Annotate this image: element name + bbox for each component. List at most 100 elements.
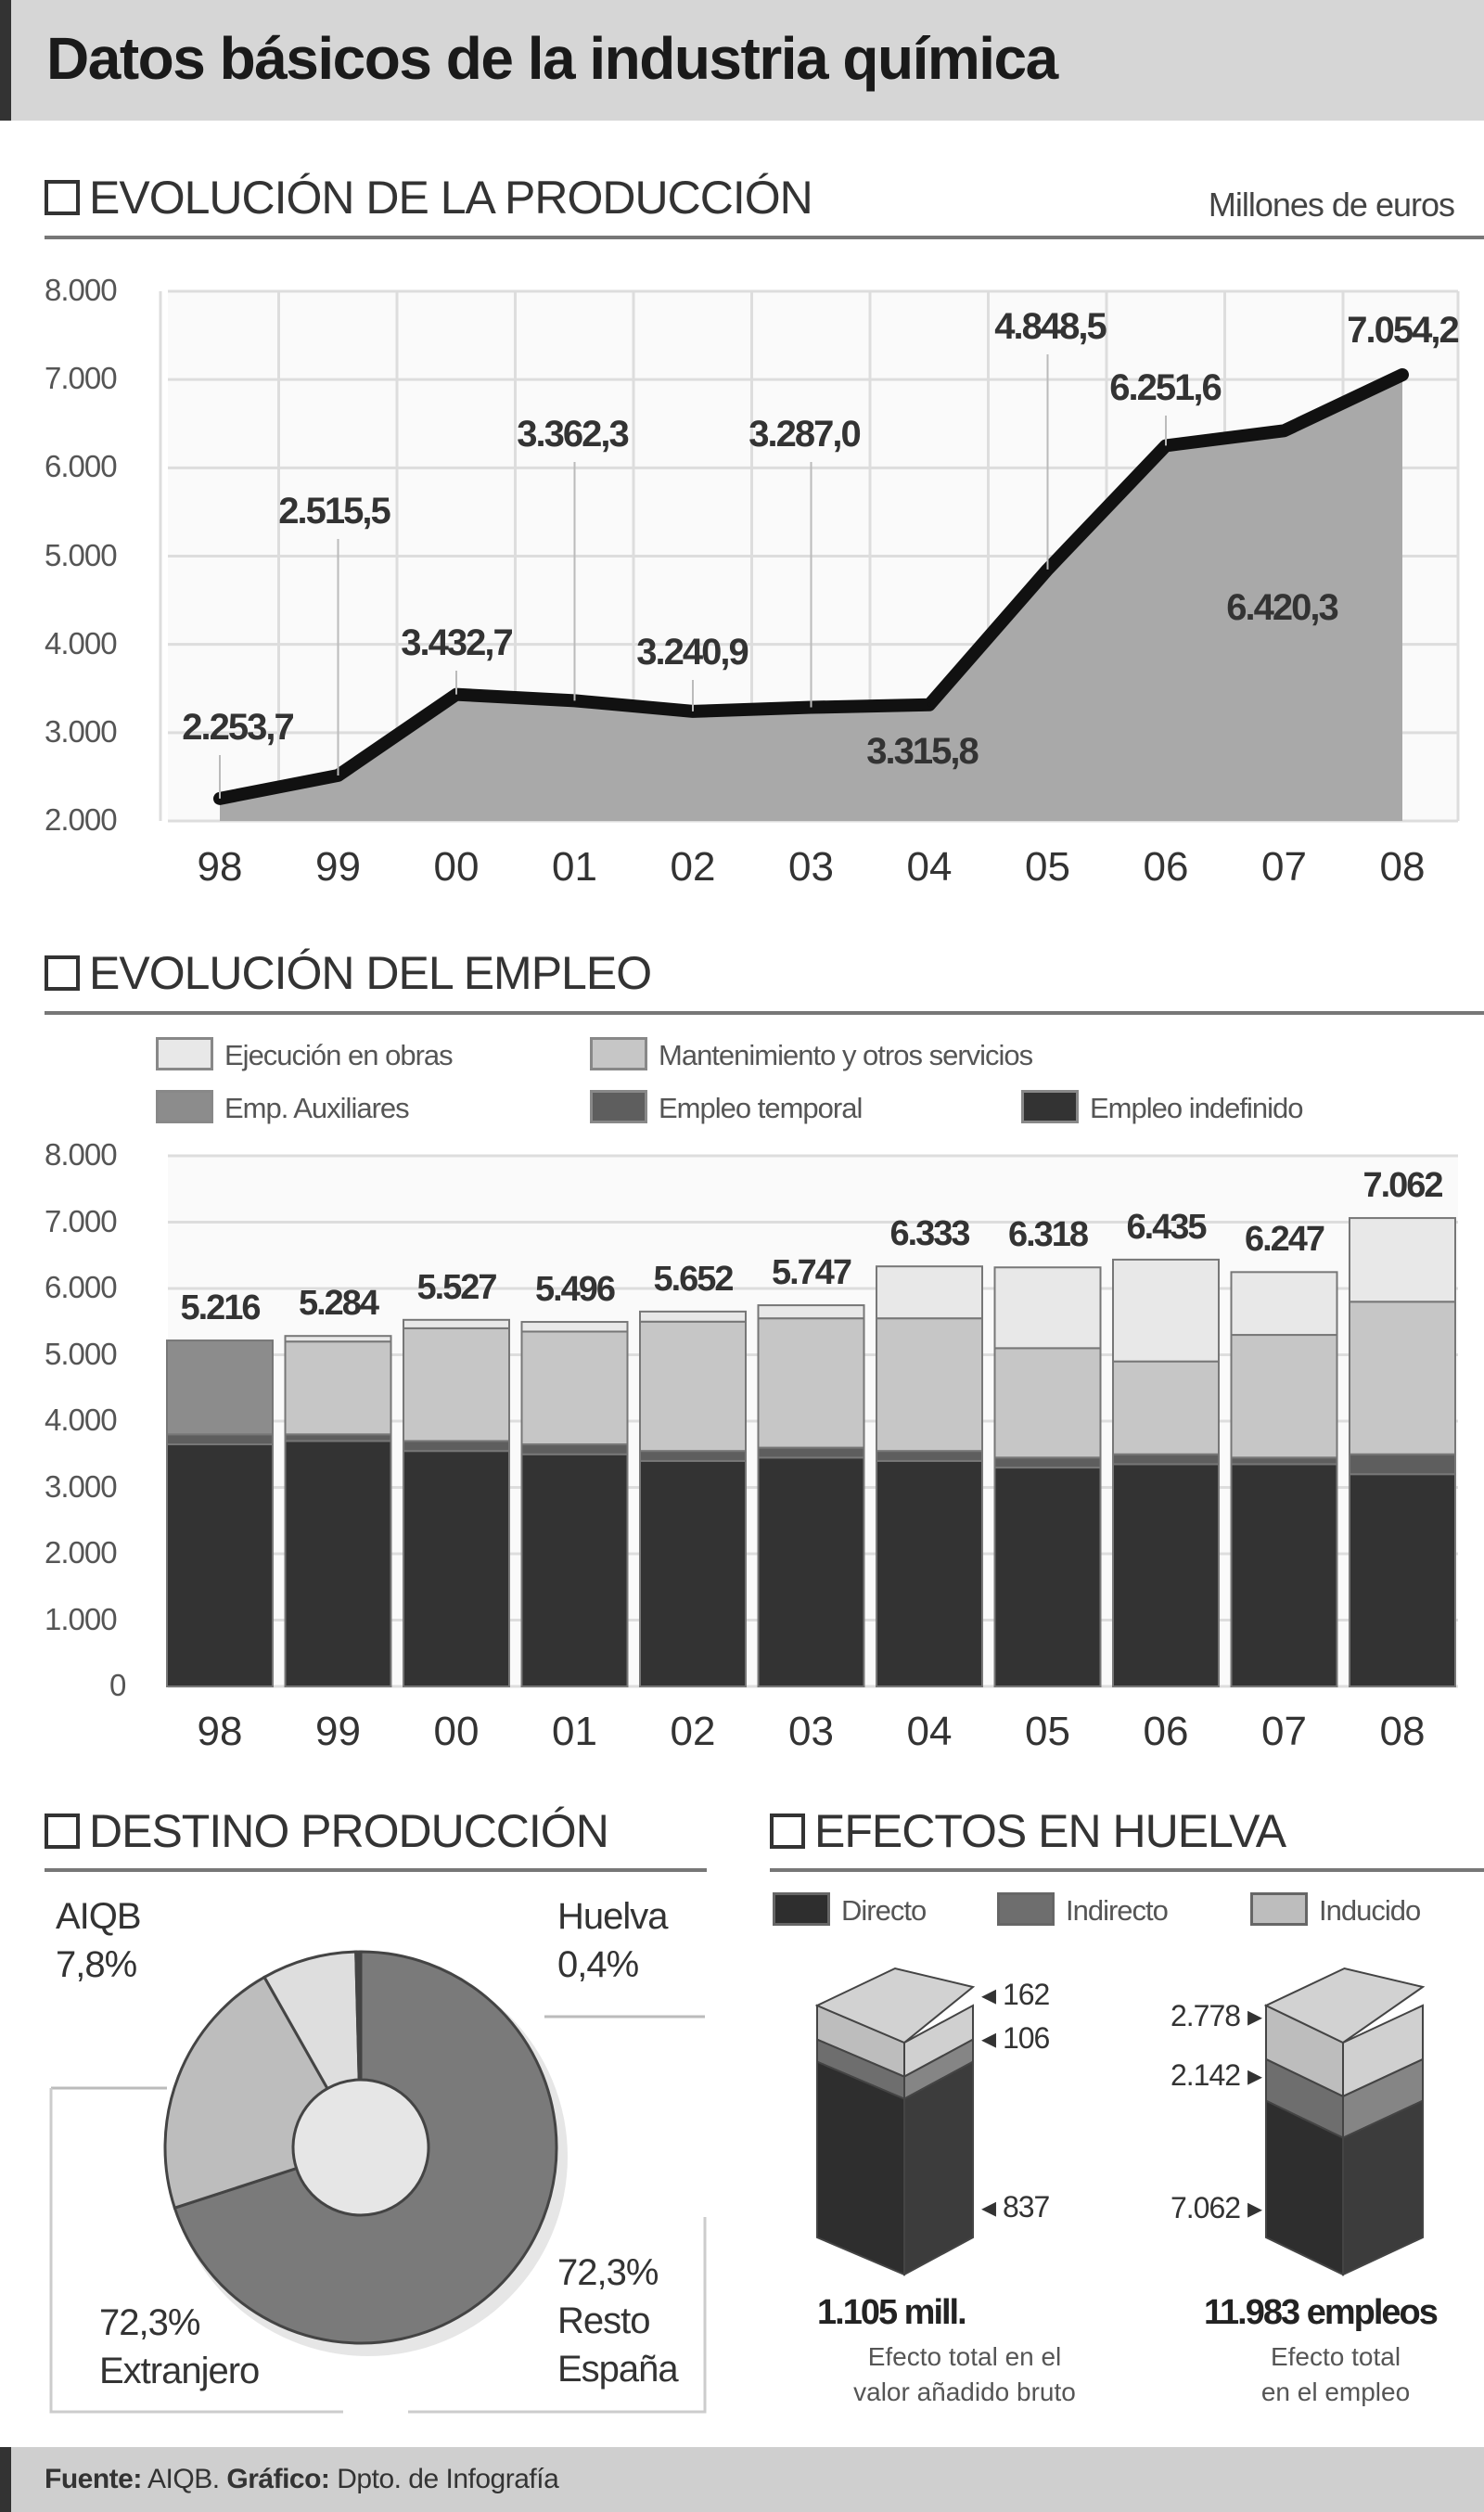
bar-segment xyxy=(166,1433,274,1446)
bar-segment xyxy=(876,1265,983,1320)
bar-segment xyxy=(993,1456,1102,1469)
bar-total-label: 5.652 xyxy=(653,1259,734,1299)
vab-bar-left-face xyxy=(816,2060,905,2276)
data-label: 3.315,8 xyxy=(866,731,979,772)
bar-segment xyxy=(993,1347,1102,1459)
legend-swatch xyxy=(997,1892,1055,1926)
square-icon xyxy=(770,1814,805,1849)
x-tick-label: 98 xyxy=(197,1709,243,1754)
section-rule xyxy=(770,1868,1484,1872)
y-tick-label: 7.000 xyxy=(45,361,118,396)
section-rule xyxy=(45,1011,1484,1015)
x-tick-label: 99 xyxy=(315,844,361,890)
bar-segment xyxy=(757,1317,865,1449)
data-label: 6.251,6 xyxy=(1109,367,1222,408)
x-tick-label: 01 xyxy=(552,844,597,890)
x-tick-label: 99 xyxy=(315,1709,361,1754)
bar-segment xyxy=(403,1318,510,1329)
legend-item: Inducido xyxy=(1250,1892,1421,1928)
legend-swatch xyxy=(590,1090,647,1123)
x-tick-label: 02 xyxy=(670,844,716,890)
bar-segment xyxy=(1230,1456,1338,1466)
label-aiqb: AIQB 7,8% xyxy=(56,1896,142,1985)
x-tick-label: 05 xyxy=(1025,844,1070,890)
bracket-line xyxy=(408,2217,707,2414)
x-tick-label: 08 xyxy=(1379,1709,1426,1754)
x-tick-label: 01 xyxy=(552,1709,597,1754)
bar-segment xyxy=(757,1446,865,1459)
legend-label: Indirecto xyxy=(1066,1894,1169,1927)
square-icon xyxy=(45,1814,80,1849)
x-tick-label: 03 xyxy=(788,1709,834,1754)
data-label: 2.253,7 xyxy=(182,707,294,748)
data-label: 4.848,5 xyxy=(994,306,1107,347)
data-label: 2.515,5 xyxy=(278,491,390,532)
bar-total-label: 5.747 xyxy=(771,1253,852,1293)
data-point xyxy=(1282,429,1286,433)
bar-segment xyxy=(993,1266,1102,1350)
total-vab: 1.105 mill. xyxy=(817,2293,967,2332)
y-tick-label: 8.000 xyxy=(45,1137,118,1172)
bar-segment xyxy=(520,1453,629,1687)
huelva-value-label: 2.142 ▸ xyxy=(1170,2058,1262,2092)
legend-swatch xyxy=(156,1037,213,1070)
empleo-bar-right-face xyxy=(1342,2099,1424,2276)
caption-empleo: Efecto total en el empleo xyxy=(1260,2342,1411,2406)
bar-segment xyxy=(166,1443,274,1688)
section-rule xyxy=(45,236,1484,239)
legend-item: Emp. Auxiliares xyxy=(156,1090,410,1125)
x-tick-label: 04 xyxy=(906,1709,953,1754)
bar-segment xyxy=(520,1443,629,1455)
donut-slice-extranjero xyxy=(163,1975,330,2211)
x-tick-label: 07 xyxy=(1261,844,1307,890)
bar-segment xyxy=(757,1456,865,1687)
bar-segment xyxy=(284,1335,392,1343)
bar-segment xyxy=(1349,1301,1456,1455)
bar-segment xyxy=(639,1310,747,1323)
legend-item: Empleo temporal xyxy=(590,1090,863,1125)
bracket-line xyxy=(49,2088,343,2414)
legend-swatch xyxy=(773,1892,830,1926)
bar-segment xyxy=(1112,1360,1220,1455)
bar-total-label: 7.062 xyxy=(1362,1166,1443,1206)
bar-total-label: 5.527 xyxy=(416,1267,497,1307)
bar-segment xyxy=(1112,1463,1220,1687)
footer-accent xyxy=(0,2447,11,2512)
footer: Fuente: AIQB. Gráfico: Dpto. de Infograf… xyxy=(0,2447,1484,2512)
data-point xyxy=(928,702,931,707)
y-tick-label: 2.000 xyxy=(45,1535,118,1570)
legend-label: Ejecución en obras xyxy=(224,1039,454,1071)
legend-label: Emp. Auxiliares xyxy=(224,1092,410,1124)
x-tick-label: 06 xyxy=(1143,1709,1189,1754)
bar-segment xyxy=(1349,1453,1456,1476)
y-tick-label: 0 xyxy=(109,1668,126,1702)
legend-swatch xyxy=(156,1090,213,1123)
x-tick-label: 03 xyxy=(788,844,834,890)
y-tick-label: 7.000 xyxy=(45,1203,118,1238)
x-tick-label: 00 xyxy=(433,844,480,890)
bar-segment xyxy=(1112,1453,1220,1466)
bar-segment xyxy=(403,1440,510,1453)
vab-bar-top-face xyxy=(814,1967,976,2044)
bar-total-label: 5.284 xyxy=(298,1284,379,1324)
section-title-destino: DESTINO PRODUCCIÓN xyxy=(45,1804,609,1858)
data-label: 7.054,2 xyxy=(1347,310,1459,351)
x-tick-label: 08 xyxy=(1379,844,1426,890)
bar-segment xyxy=(876,1459,983,1688)
x-tick-label: 06 xyxy=(1143,844,1189,890)
x-tick-label: 04 xyxy=(906,844,953,890)
y-tick-label: 1.000 xyxy=(45,1601,118,1636)
bar-segment xyxy=(757,1304,865,1320)
section-title-efectos: EFECTOS EN HUELVA xyxy=(770,1804,1286,1858)
y-tick-label: 6.000 xyxy=(45,1270,118,1304)
huelva-value-label: 7.062 ▸ xyxy=(1170,2191,1262,2224)
bar-total-label: 6.247 xyxy=(1244,1220,1325,1260)
donut-slice-resto-españa xyxy=(173,1950,558,2345)
bar-total-label: 6.435 xyxy=(1126,1207,1207,1247)
label-extranjero: 72,3% Extranjero xyxy=(99,2302,260,2391)
huelva-value-label: 2.778 ▸ xyxy=(1170,1999,1262,2032)
label-huelva: Huelva 0,4% xyxy=(557,1896,669,1985)
legend-swatch xyxy=(590,1037,647,1070)
x-tick-label: 98 xyxy=(197,844,243,890)
